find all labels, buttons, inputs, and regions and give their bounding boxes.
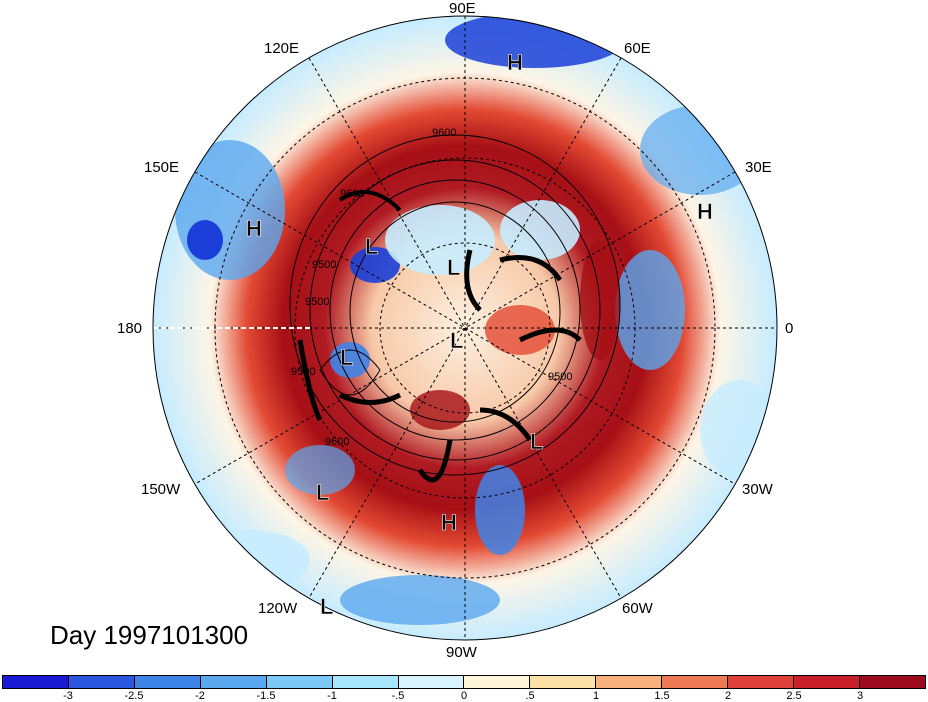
lon-label-60w: 60W	[622, 600, 653, 617]
lon-label-120e: 120E	[264, 40, 300, 57]
graticule	[153, 16, 777, 640]
contour-label-7: 9500	[312, 259, 336, 271]
lon-label-150w: 150W	[141, 481, 181, 498]
colorbar-tick-label: -2.5	[124, 690, 144, 702]
contour-lines	[289, 134, 621, 483]
lon-label-120w: 120W	[258, 600, 298, 617]
low-center-7: L	[320, 594, 333, 619]
lon-label-90w: 90W	[446, 644, 477, 661]
colorbar-tick-label: 3	[856, 690, 864, 702]
lon-label-0: 0	[785, 320, 794, 337]
colorbar	[2, 675, 926, 689]
high-center-2: H	[697, 199, 713, 224]
contour-label-1: 9600	[432, 127, 456, 139]
contour-label-3: 9500	[305, 296, 329, 308]
colorbar-swatch-5	[332, 676, 399, 688]
anomaly-field	[153, 16, 777, 640]
colorbar-swatch-4	[266, 676, 333, 688]
colorbar-swatch-9	[596, 676, 663, 688]
lon-label-150e: 150E	[144, 159, 180, 176]
colorbar-tick-label: -.5	[391, 690, 405, 702]
colorbar-tick-label: 2	[724, 690, 732, 702]
colorbar-tick-label: -1.5	[256, 690, 276, 702]
lon-label-90e: 90E	[449, 0, 476, 17]
high-center-4: H	[441, 510, 457, 535]
colorbar-swatch-13	[859, 676, 925, 688]
colorbar-swatch-1	[68, 676, 135, 688]
colorbar-tick-label: -1	[327, 690, 337, 702]
high-center-3: H	[246, 216, 262, 241]
colorbar-swatch-10	[662, 676, 729, 688]
contour-label-5: 9600	[325, 436, 349, 448]
colorbar-tick-label: 1.5	[654, 690, 670, 702]
colorbar-tick-label: .5	[525, 690, 535, 702]
low-center-1: L	[365, 234, 378, 259]
colorbar-swatch-12	[794, 676, 860, 688]
colorbar-swatch-7	[464, 676, 531, 688]
map-boundary	[152, 15, 778, 641]
low-center-5: L	[530, 429, 543, 454]
contour-label-4: 9500	[291, 366, 315, 378]
colorbar-swatch-0	[3, 676, 69, 688]
lon-label-180: 180	[117, 320, 143, 337]
lon-label-30e: 30E	[745, 159, 772, 176]
colorbar-tick-label: -2	[195, 690, 205, 702]
colorbar-swatch-6	[398, 676, 465, 688]
date-label: Day 1997101300	[50, 620, 249, 650]
colorbar-tick-label: 2.5	[786, 690, 802, 702]
colorbar-swatch-2	[134, 676, 201, 688]
low-center-6: L	[316, 480, 329, 505]
high-center-1: H	[507, 50, 523, 75]
lon-label-30w: 30W	[742, 481, 773, 498]
contour-label-2: 9600	[340, 188, 364, 200]
colorbar-tick-label: 0	[460, 690, 468, 702]
colorbar-tick-label: -3	[63, 690, 73, 702]
colorbar-swatch-11	[728, 676, 795, 688]
colorbar-tick-label: 1	[592, 690, 600, 702]
colorbar-swatch-3	[200, 676, 267, 688]
low-center-3: L	[450, 328, 463, 353]
low-center-4: L	[340, 345, 353, 370]
low-center-2: L	[447, 255, 460, 280]
contour-label-6: 9500	[548, 371, 572, 383]
colorbar-swatch-8	[530, 676, 597, 688]
lon-label-60e: 60E	[624, 40, 651, 57]
